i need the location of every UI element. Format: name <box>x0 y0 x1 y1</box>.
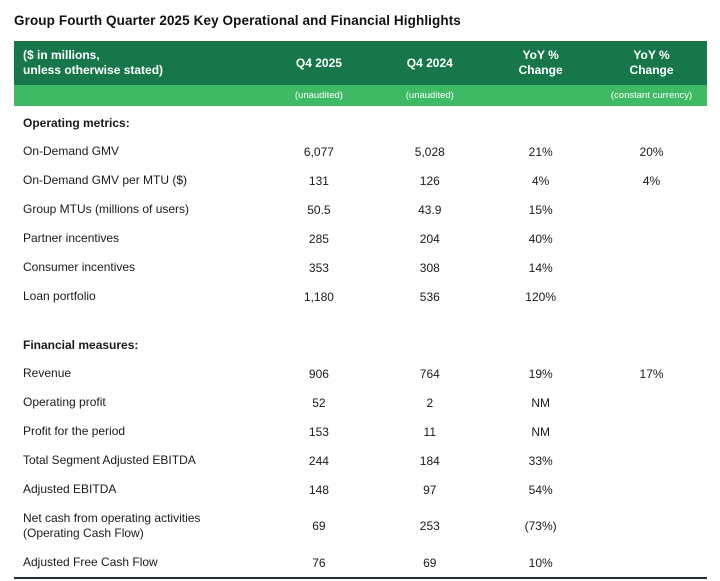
table-row: Adjusted Free Cash Flow 76 69 10% <box>14 548 707 578</box>
value-yoy: NM <box>485 388 597 417</box>
page-title: Group Fourth Quarter 2025 Key Operationa… <box>14 13 461 28</box>
value-yoy: 54% <box>485 475 597 504</box>
value-q4-2024: 11 <box>374 417 486 446</box>
value-q4-2025: 285 <box>263 224 375 253</box>
section-row-operating-metrics: Operating metrics: <box>14 106 707 137</box>
table-row: Loan portfolio 1,180 536 120% <box>14 282 707 311</box>
table-row: Consumer incentives 353 308 14% <box>14 253 707 282</box>
section-label: Operating metrics: <box>14 106 707 137</box>
value-yoy-cc: 20% <box>596 137 707 166</box>
value-yoy: 33% <box>485 446 597 475</box>
value-yoy: NM <box>485 417 597 446</box>
row-label: Net cash from operating activities (Oper… <box>14 504 264 548</box>
value-q4-2024: 5,028 <box>374 137 486 166</box>
value-yoy: 4% <box>485 166 597 195</box>
value-q4-2024: 126 <box>374 166 486 195</box>
subheader-yoy <box>485 85 597 106</box>
value-q4-2024: 536 <box>374 282 486 311</box>
value-q4-2024: 308 <box>374 253 486 282</box>
value-q4-2025: 153 <box>263 417 375 446</box>
value-yoy-cc <box>596 253 707 282</box>
value-q4-2024: 43.9 <box>374 195 486 224</box>
table-row: Total Segment Adjusted EBITDA 244 184 33… <box>14 446 707 475</box>
value-q4-2024: 253 <box>374 504 486 548</box>
section-row-financial-measures: Financial measures: <box>14 328 707 359</box>
header-metric: ($ in millions, unless otherwise stated) <box>14 41 264 85</box>
value-yoy: 14% <box>485 253 597 282</box>
value-yoy: (73%) <box>485 504 597 548</box>
row-label: Partner incentives <box>14 224 264 253</box>
value-yoy: 21% <box>485 137 597 166</box>
value-q4-2024: 184 <box>374 446 486 475</box>
row-label: Adjusted EBITDA <box>14 475 264 504</box>
value-yoy-cc <box>596 475 707 504</box>
value-q4-2024: 69 <box>374 548 486 578</box>
row-label: Group MTUs (millions of users) <box>14 195 264 224</box>
value-yoy-cc <box>596 548 707 578</box>
table-row: Partner incentives 285 204 40% <box>14 224 707 253</box>
table-row: Group MTUs (millions of users) 50.5 43.9… <box>14 195 707 224</box>
value-yoy-cc <box>596 446 707 475</box>
value-yoy-cc <box>596 282 707 311</box>
value-yoy: 120% <box>485 282 597 311</box>
value-q4-2025: 906 <box>263 359 375 388</box>
subheader-unaudited-2024: (unaudited) <box>374 85 486 106</box>
header-yoy-change-cc: YoY % Change <box>596 41 707 85</box>
subheader-unaudited-2025: (unaudited) <box>263 85 375 106</box>
value-yoy-cc: 4% <box>596 166 707 195</box>
value-yoy-cc: 17% <box>596 359 707 388</box>
value-yoy-cc <box>596 195 707 224</box>
highlights-table: ($ in millions, unless otherwise stated)… <box>14 41 707 579</box>
value-q4-2025: 76 <box>263 548 375 578</box>
row-label: On-Demand GMV per MTU ($) <box>14 166 264 195</box>
value-q4-2025: 69 <box>263 504 375 548</box>
table-row: Revenue 906 764 19% 17% <box>14 359 707 388</box>
spacer-row <box>14 311 707 328</box>
value-yoy: 15% <box>485 195 597 224</box>
value-yoy-cc <box>596 504 707 548</box>
value-q4-2025: 131 <box>263 166 375 195</box>
value-q4-2025: 50.5 <box>263 195 375 224</box>
value-q4-2025: 148 <box>263 475 375 504</box>
row-label: Consumer incentives <box>14 253 264 282</box>
row-label: Loan portfolio <box>14 282 264 311</box>
value-yoy-cc <box>596 388 707 417</box>
value-q4-2024: 97 <box>374 475 486 504</box>
value-yoy: 19% <box>485 359 597 388</box>
value-q4-2025: 6,077 <box>263 137 375 166</box>
value-yoy-cc <box>596 224 707 253</box>
row-label: On-Demand GMV <box>14 137 264 166</box>
row-label: Revenue <box>14 359 264 388</box>
row-label: Total Segment Adjusted EBITDA <box>14 446 264 475</box>
table-row: Net cash from operating activities (Oper… <box>14 504 707 548</box>
subheader-metric <box>14 85 264 106</box>
row-label: Profit for the period <box>14 417 264 446</box>
header-yoy-change: YoY % Change <box>485 41 597 85</box>
row-label: Operating profit <box>14 388 264 417</box>
value-q4-2024: 2 <box>374 388 486 417</box>
subheader-constant-currency: (constant currency) <box>596 85 707 106</box>
table-row: Adjusted EBITDA 148 97 54% <box>14 475 707 504</box>
value-q4-2024: 764 <box>374 359 486 388</box>
value-yoy-cc <box>596 417 707 446</box>
value-yoy: 10% <box>485 548 597 578</box>
value-q4-2025: 1,180 <box>263 282 375 311</box>
value-q4-2024: 204 <box>374 224 486 253</box>
table-row: Profit for the period 153 11 NM <box>14 417 707 446</box>
table-subheader-row: (unaudited) (unaudited) (constant curren… <box>14 85 707 106</box>
value-q4-2025: 353 <box>263 253 375 282</box>
row-label: Adjusted Free Cash Flow <box>14 548 264 578</box>
header-q4-2025: Q4 2025 <box>263 41 375 85</box>
table-row: On-Demand GMV 6,077 5,028 21% 20% <box>14 137 707 166</box>
table-row: Operating profit 52 2 NM <box>14 388 707 417</box>
value-q4-2025: 52 <box>263 388 375 417</box>
table-header-row: ($ in millions, unless otherwise stated)… <box>14 41 707 85</box>
value-yoy: 40% <box>485 224 597 253</box>
section-label: Financial measures: <box>14 328 707 359</box>
header-q4-2024: Q4 2024 <box>374 41 486 85</box>
value-q4-2025: 244 <box>263 446 375 475</box>
table-row: On-Demand GMV per MTU ($) 131 126 4% 4% <box>14 166 707 195</box>
